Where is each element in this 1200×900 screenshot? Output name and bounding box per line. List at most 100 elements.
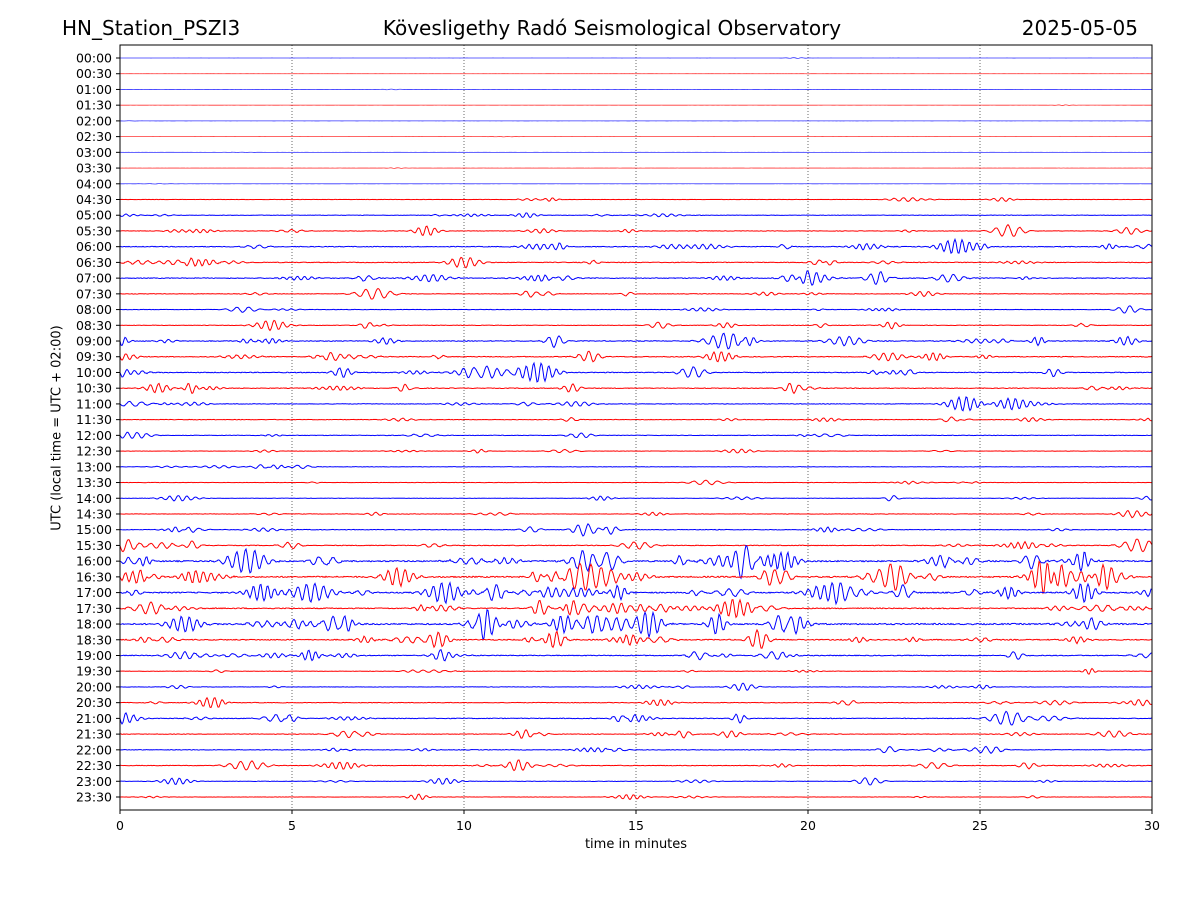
y-tick-label: 11:00: [76, 396, 112, 411]
y-tick-label: 23:00: [76, 774, 112, 789]
y-tick-label: 22:00: [76, 742, 112, 757]
y-tick-label: 06:00: [76, 239, 112, 254]
y-tick-label: 23:30: [76, 790, 112, 805]
trace-1930: [119, 667, 1153, 675]
x-axis-label: time in minutes: [584, 837, 688, 852]
trace-1200: [119, 431, 1153, 439]
trace-0530: [119, 223, 1153, 237]
trace-1700: [119, 581, 1153, 606]
y-tick-label: 00:00: [76, 51, 112, 66]
trace-0130: [119, 104, 1153, 106]
x-tick-label: 30: [1144, 818, 1160, 833]
trace-2130: [119, 728, 1153, 739]
y-tick-label: 10:00: [76, 365, 112, 380]
y-tick-label: 19:00: [76, 648, 112, 663]
y-tick-label: 05:30: [76, 223, 112, 238]
y-tick-label: 09:30: [76, 349, 112, 364]
trace-1130: [119, 416, 1153, 423]
y-tick-label: 02:30: [76, 129, 112, 144]
trace-2000: [119, 682, 1153, 692]
trace-2230: [119, 759, 1153, 772]
trace-0100: [120, 88, 1153, 91]
y-tick-label: 08:30: [76, 318, 112, 333]
y-tick-label: 04:00: [76, 176, 112, 191]
trace-1100: [119, 395, 1153, 412]
station-name: HN_Station_PSZI3: [62, 16, 241, 40]
y-tick-label: 17:30: [76, 601, 112, 616]
y-tick-label: 01:30: [76, 98, 112, 113]
y-tick-label: 18:00: [76, 617, 112, 632]
trace-1000: [119, 361, 1153, 383]
trace-1830: [119, 628, 1153, 649]
y-tick-label: 05:00: [76, 208, 112, 223]
y-tick-label: 15:30: [76, 538, 112, 553]
x-tick-label: 25: [972, 818, 988, 833]
y-tick-label: 21:30: [76, 727, 112, 742]
trace-0000: [119, 57, 1153, 59]
trace-0430: [119, 197, 1153, 203]
y-tick-label: 12:00: [76, 428, 112, 443]
trace-1800: [119, 608, 1153, 641]
y-tick-label: 08:00: [76, 302, 112, 317]
trace-1630: [119, 560, 1153, 595]
trace-0730: [119, 287, 1153, 300]
trace-1400: [119, 495, 1153, 502]
x-tick-label: 15: [628, 818, 644, 833]
y-tick-label: 14:30: [76, 506, 112, 521]
trace-0630: [119, 256, 1153, 269]
trace-1330: [119, 479, 1153, 486]
trace-0330: [119, 167, 1153, 169]
trace-1530: [119, 538, 1153, 553]
trace-1230: [119, 448, 1153, 454]
y-tick-label: 19:30: [76, 664, 112, 679]
y-tick-label: 11:30: [76, 412, 112, 427]
x-tick-label: 0: [116, 818, 124, 833]
trace-0500: [119, 212, 1153, 219]
y-tick-label: 00:30: [76, 66, 112, 81]
y-tick-label: 17:00: [76, 585, 112, 600]
trace-1730: [119, 598, 1153, 619]
y-tick-label: 13:30: [76, 475, 112, 490]
y-tick-label: 07:30: [76, 286, 112, 301]
x-tick-label: 5: [288, 818, 296, 833]
trace-1030: [119, 382, 1153, 395]
y-tick-label: 21:00: [76, 711, 112, 726]
y-tick-label: 07:00: [76, 271, 112, 286]
y-tick-label: 16:30: [76, 569, 112, 584]
y-tick-label: 18:30: [76, 632, 112, 647]
y-tick-label: 10:30: [76, 381, 112, 396]
trace-2030: [119, 696, 1153, 709]
trace-2330: [119, 793, 1153, 801]
trace-0700: [119, 270, 1153, 286]
plot-frame: [119, 44, 1153, 811]
trace-2100: [119, 710, 1152, 726]
trace-1430: [119, 509, 1153, 519]
y-tick-label: 13:00: [76, 459, 112, 474]
trace-0600: [119, 237, 1153, 255]
y-tick-label: 02:00: [76, 113, 112, 128]
trace-0230: [119, 135, 1153, 138]
y-tick-label: 20:00: [76, 679, 112, 694]
y-tick-label: 12:30: [76, 444, 112, 459]
trace-1500: [119, 523, 1153, 537]
x-tick-label: 10: [456, 818, 472, 833]
y-tick-label: 16:00: [76, 554, 112, 569]
y-tick-label: 20:30: [76, 695, 112, 710]
chart-date: 2025-05-05: [1021, 16, 1138, 40]
y-tick-label: 03:30: [76, 161, 112, 176]
y-tick-label: 01:00: [76, 82, 112, 97]
y-tick-label: 22:30: [76, 758, 112, 773]
y-tick-label: 14:00: [76, 491, 112, 506]
trace-1900: [119, 649, 1153, 662]
y-tick-label: 15:00: [76, 522, 112, 537]
trace-2300: [119, 777, 1153, 786]
y-tick-label: 09:00: [76, 334, 112, 349]
y-tick-label: 06:30: [76, 255, 112, 270]
trace-0800: [119, 305, 1153, 314]
trace-1600: [119, 544, 1153, 580]
trace-0930: [119, 350, 1153, 363]
x-tick-label: 20: [800, 818, 816, 833]
y-tick-label: 03:00: [76, 145, 112, 160]
trace-1300: [119, 464, 1153, 470]
